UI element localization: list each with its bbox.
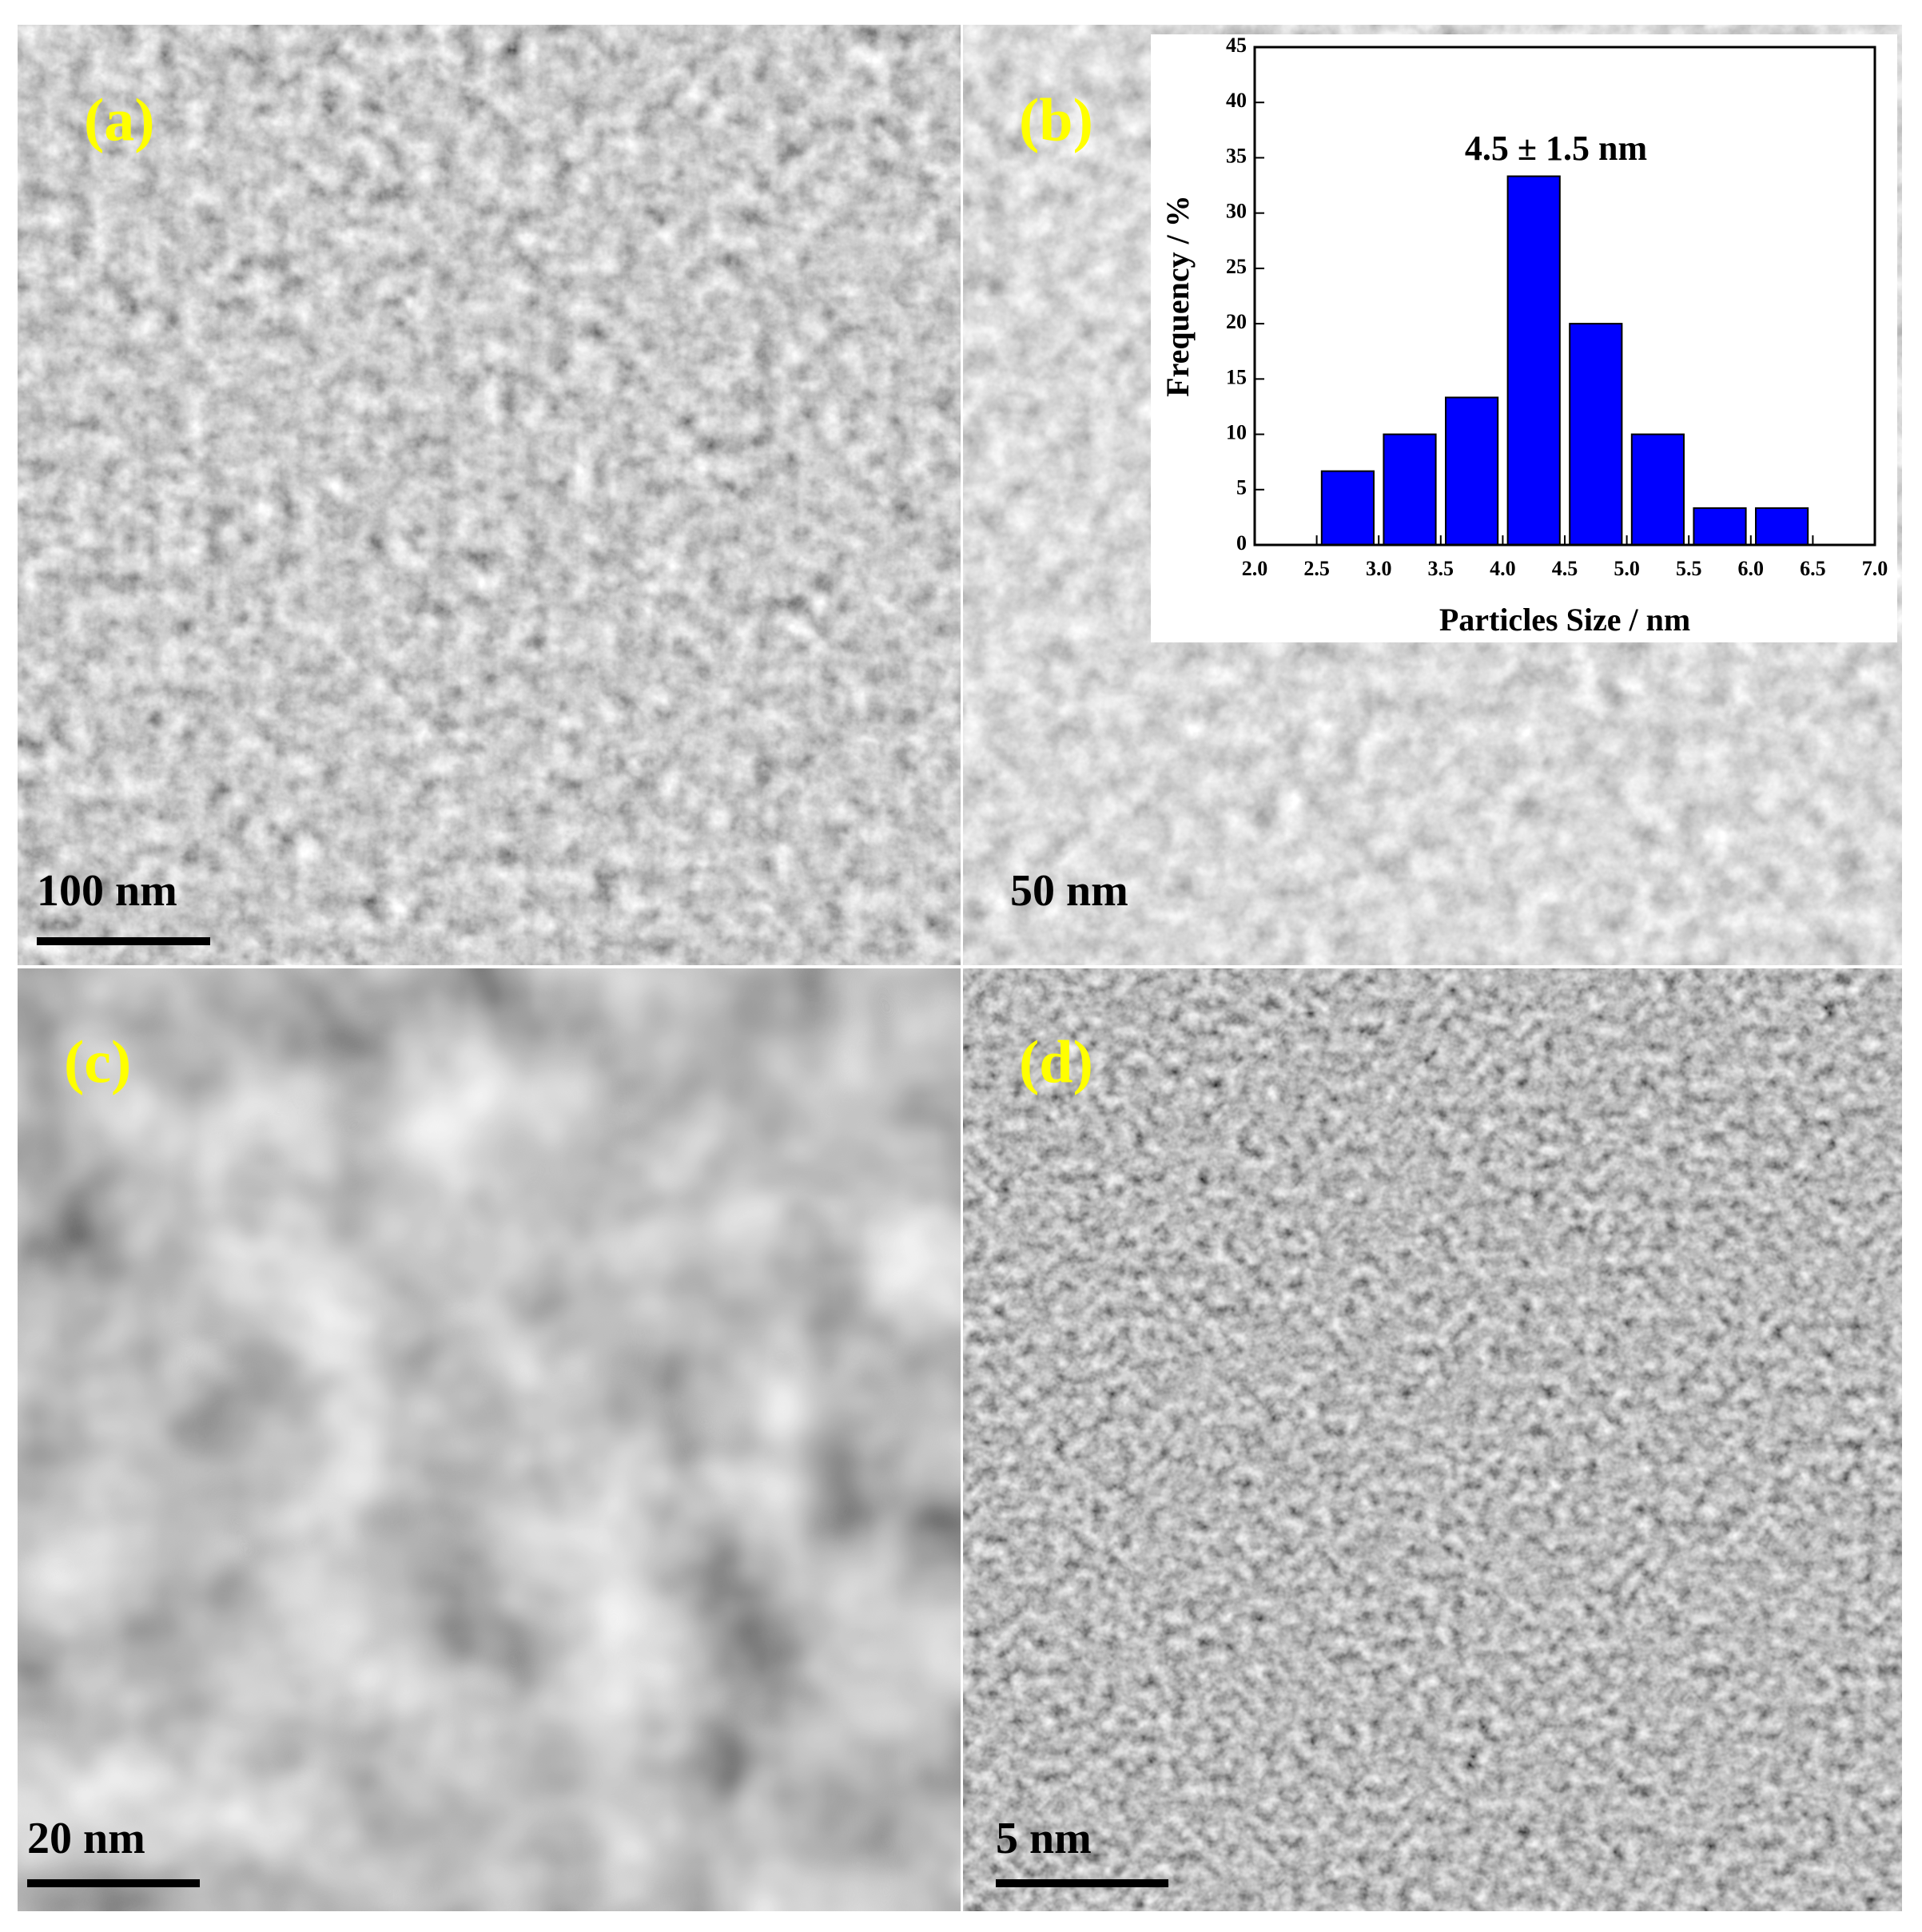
y-tick-label: 25 [1226, 255, 1247, 278]
bar [1569, 323, 1623, 546]
y-tick-label: 15 [1226, 365, 1247, 388]
panel-label: (a) [84, 86, 155, 153]
panel-label: (d) [1019, 1028, 1093, 1095]
panel-label: (c) [64, 1028, 131, 1095]
bar [1506, 175, 1561, 546]
bar [1693, 507, 1747, 547]
x-tick-label: 5.0 [1614, 557, 1640, 580]
histogram-inset: 2.0 2.5 3.0 3.5 4.0 4.5 5.0 5.5 6.0 6.5 7.0 0 5 10 15 2… [1151, 34, 1897, 642]
y-tick-label: 5 [1236, 476, 1247, 499]
y-tick-label: 40 [1226, 89, 1247, 112]
tem-image [18, 968, 961, 1911]
x-axis-label: Particles Size / nm [1439, 602, 1690, 638]
y-tick-label: 20 [1226, 310, 1247, 333]
scale-bar-label: 5 nm [996, 1814, 1092, 1863]
annotation: 4.5 ± 1.5 nm [1465, 129, 1647, 168]
x-tick-label: 2.5 [1303, 557, 1330, 580]
scale-bar-label: 20 nm [27, 1814, 145, 1863]
bar [1630, 433, 1685, 546]
tem-image [963, 968, 1902, 1911]
bar [1445, 396, 1499, 546]
y-tick-label: 35 [1226, 144, 1247, 167]
bar [1383, 433, 1437, 546]
y-tick-label: 10 [1226, 421, 1247, 444]
panel-label: (b) [1019, 86, 1093, 153]
x-tick-label: 3.5 [1428, 557, 1454, 580]
y-tick-label: 45 [1226, 34, 1247, 57]
tem-image [18, 25, 961, 965]
y-tick-label: 30 [1226, 200, 1247, 223]
x-tick-label: 6.0 [1738, 557, 1765, 580]
bar [1755, 507, 1809, 547]
x-tick-label: 4.0 [1490, 557, 1516, 580]
x-tick-label: 5.5 [1676, 557, 1702, 580]
y-tick-label: 0 [1236, 531, 1247, 555]
x-tick-label: 2.0 [1242, 557, 1268, 580]
x-tick-label: 4.5 [1552, 557, 1578, 580]
bar [1320, 470, 1375, 546]
x-tick-label: 7.0 [1862, 557, 1888, 580]
x-tick-label: 3.0 [1366, 557, 1392, 580]
x-tick-label: 6.5 [1800, 557, 1826, 580]
scale-bar-label: 50 nm [1010, 866, 1128, 916]
scale-bar-label: 100 nm [37, 866, 177, 916]
y-axis-label: Frequency / % [1160, 195, 1196, 397]
